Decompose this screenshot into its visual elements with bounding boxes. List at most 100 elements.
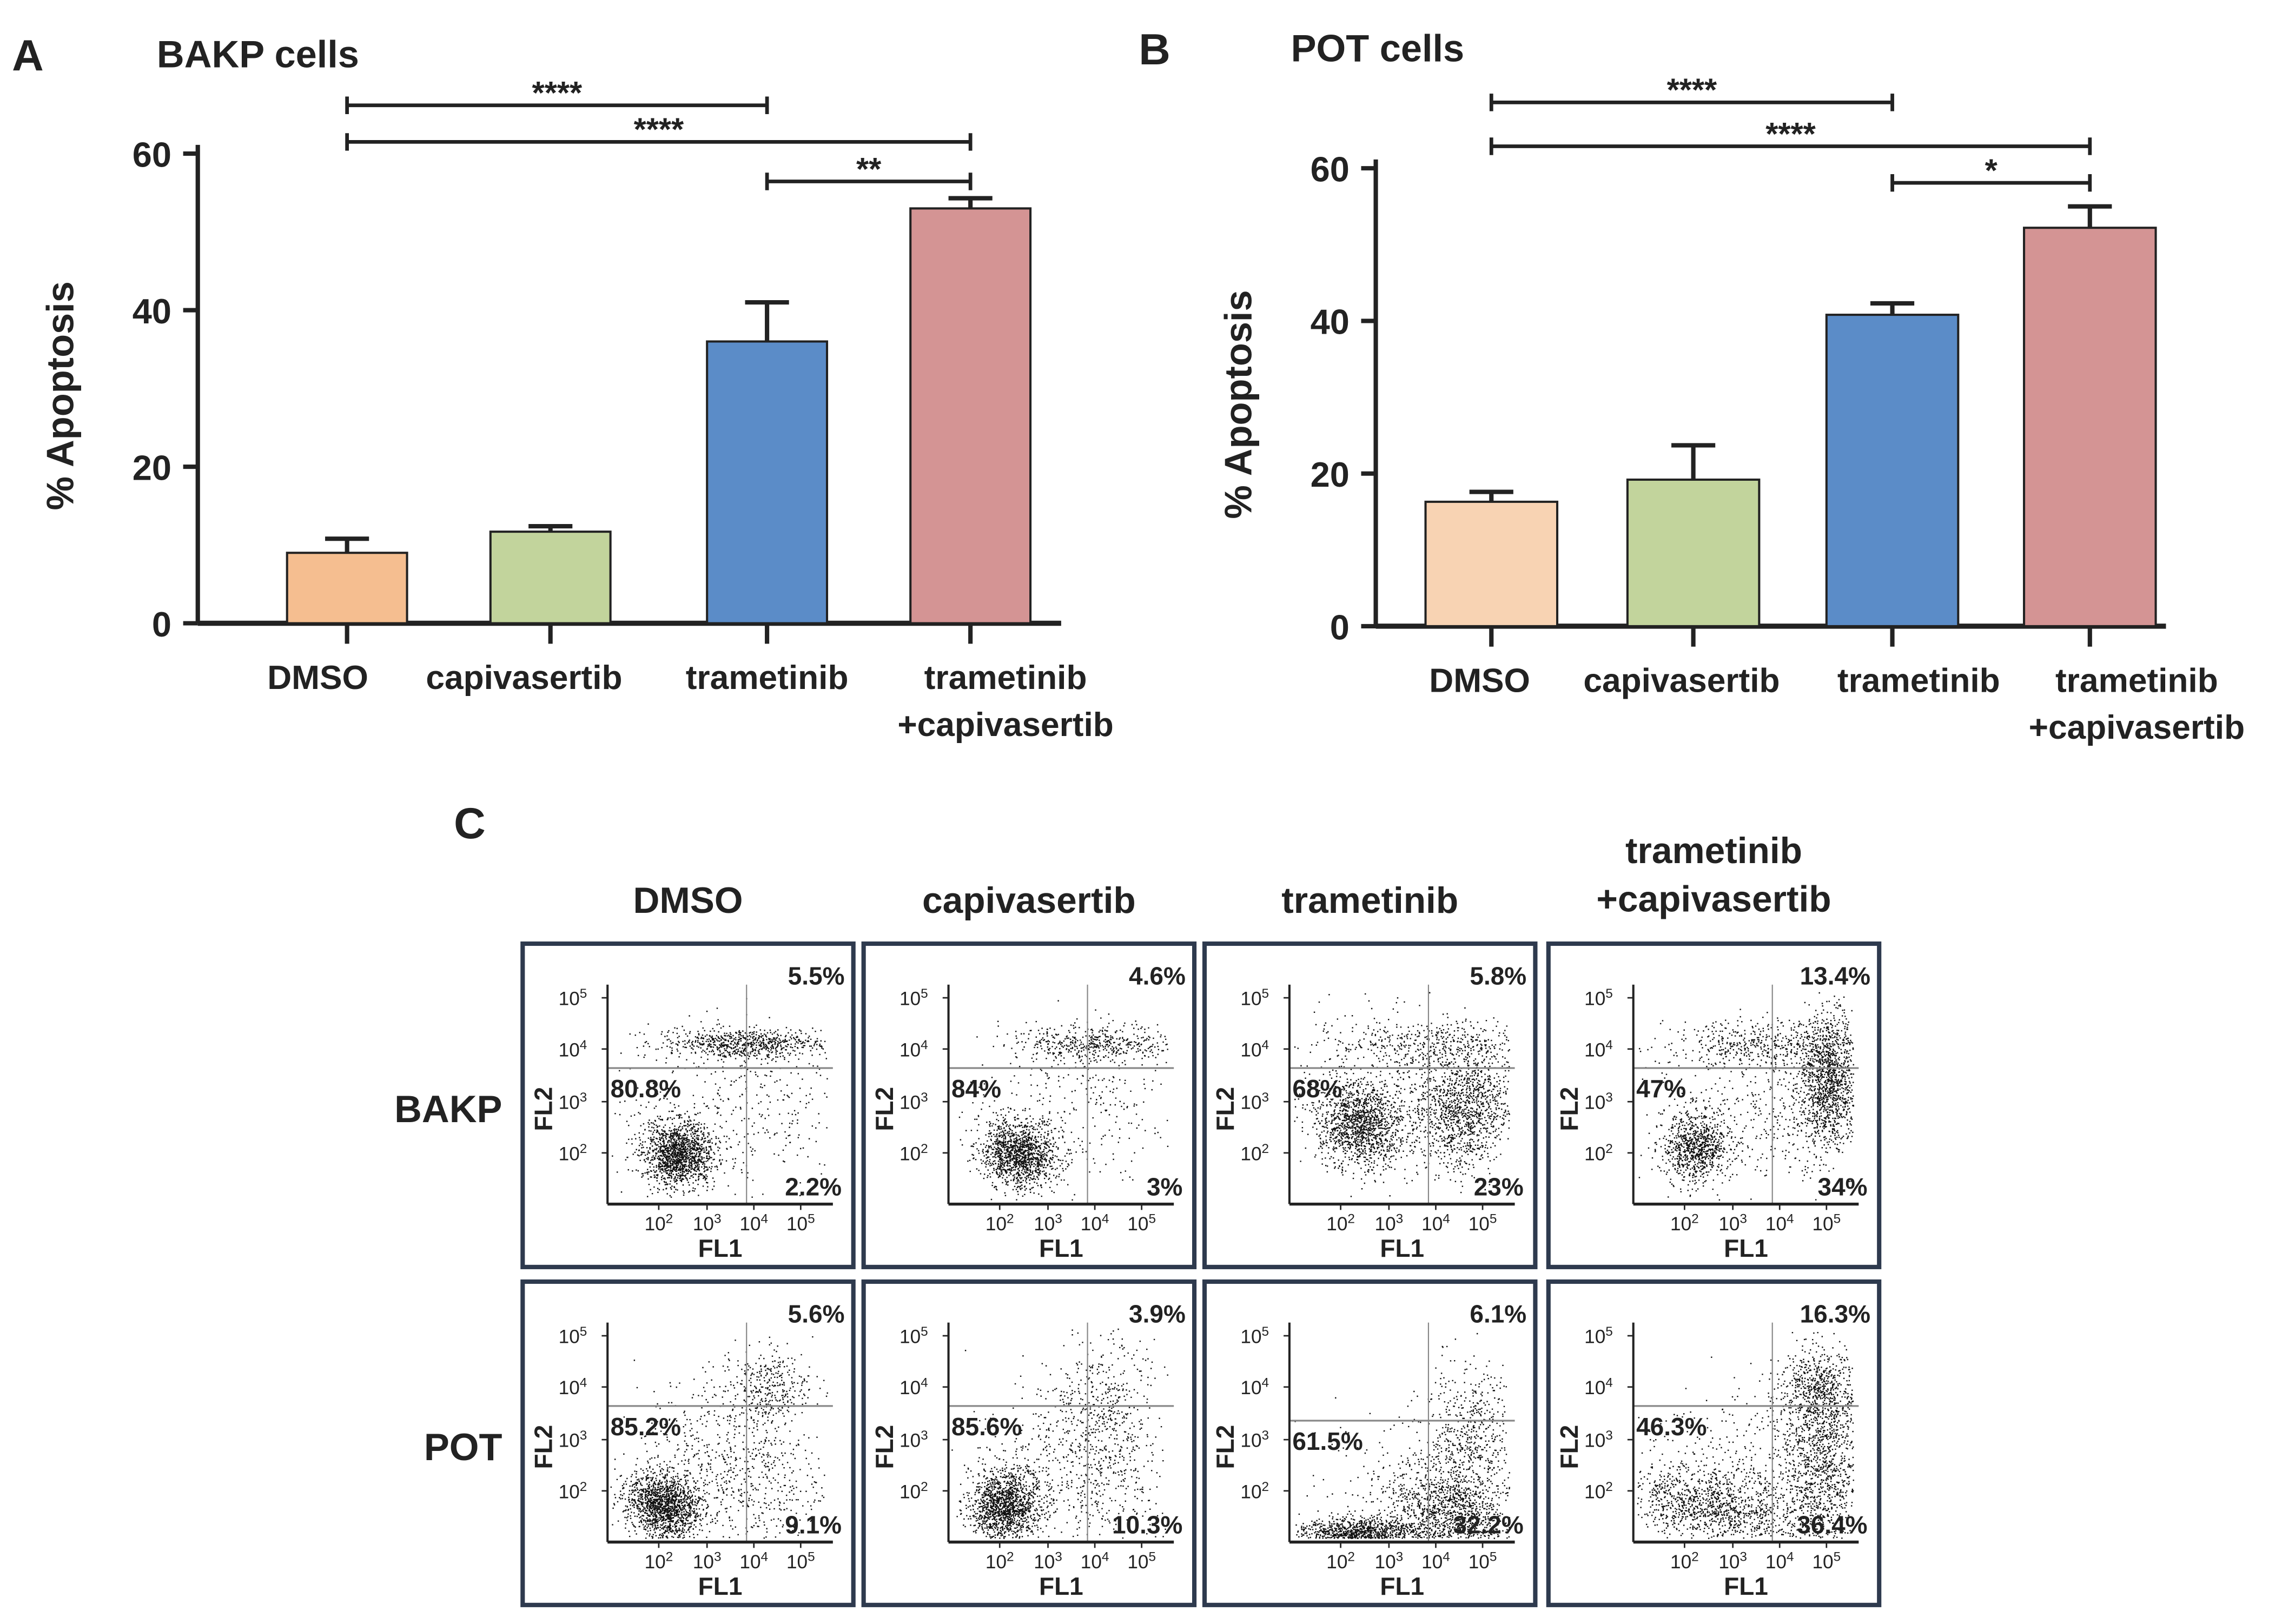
quadrant-lower-right: 36.4% [1797, 1510, 1867, 1539]
quadrant-lower-left: 85.6% [951, 1413, 1022, 1441]
scatter-points [951, 1328, 1168, 1539]
x-tick-label-line: trametinib [686, 659, 849, 697]
x-tick-label: 104 [739, 1212, 768, 1235]
y-tick-exponent: 5 [580, 1324, 587, 1339]
column-header: trametinib [1281, 880, 1458, 921]
y-tick-exponent: 5 [580, 986, 587, 1001]
y-tick-exponent: 4 [580, 1038, 587, 1052]
x-tick-label: 102 [986, 1550, 1014, 1573]
y-axis-label: FL2 [870, 1087, 898, 1131]
x-tick-label: DMSO [1429, 662, 1530, 700]
x-tick-exponent: 2 [1691, 1550, 1699, 1565]
bar-trametinib-capivasertib [909, 207, 1032, 625]
flow-panel-bakp-3: 102102103103104104105105FL1FL213.4%47%34… [1546, 941, 1882, 1269]
chart-title: POT cells [1291, 27, 1465, 70]
column-header-line: capivasertib [922, 880, 1136, 921]
scatter-points [610, 1336, 828, 1539]
y-tick-exponent: 4 [1605, 1376, 1613, 1390]
flow-panel-pot-3: 102102103103104104105105FL1FL216.3%46.3%… [1546, 1279, 1882, 1607]
quadrant-upper-right: 13.4% [1800, 962, 1870, 990]
y-tick-exponent: 5 [921, 1324, 928, 1339]
flow-panel-pot-1: 102102103103104104105105FL1FL23.9%85.6%1… [861, 1279, 1197, 1607]
significance-label: **** [532, 75, 583, 111]
y-tick-exponent: 3 [1605, 1090, 1613, 1105]
x-tick-label: capivasertib [426, 659, 622, 697]
quadrant-upper-right: 5.6% [788, 1300, 845, 1328]
panel-letter: B [1139, 25, 1170, 74]
panel-frame [861, 1279, 1197, 1607]
column-header-line: +capivasertib [1596, 879, 1831, 919]
significance-label: ** [856, 151, 882, 187]
bar-trametinib [706, 340, 829, 625]
y-tick-exponent: 4 [921, 1376, 928, 1390]
panel-frame [1546, 1279, 1882, 1607]
y-tick-exponent: 3 [921, 1428, 928, 1443]
x-tick-label-line: trametinib [1837, 662, 2000, 700]
y-tick-exponent: 4 [1605, 1038, 1613, 1052]
y-tick-exponent: 2 [1262, 1480, 1269, 1494]
panel-frame [1202, 941, 1538, 1269]
x-tick-label-line: capivasertib [1583, 662, 1780, 700]
y-tick-exponent: 3 [1605, 1428, 1613, 1443]
y-axis-label: FL2 [1211, 1087, 1239, 1131]
quadrant-upper-right: 5.8% [1470, 962, 1526, 990]
x-tick-exponent: 3 [1055, 1212, 1062, 1227]
quadrant-lower-left: 84% [951, 1075, 1001, 1103]
x-tick-label: 103 [1718, 1212, 1747, 1235]
y-tick-exponent: 3 [580, 1090, 587, 1105]
x-tick-label: 103 [1034, 1212, 1062, 1235]
scatter-points [1637, 1332, 1854, 1539]
quadrant-lower-left: 68% [1292, 1075, 1342, 1103]
quadrant-upper-right: 6.1% [1470, 1300, 1526, 1328]
scatter-points [958, 1000, 1169, 1201]
x-tick-exponent: 5 [1148, 1212, 1156, 1227]
quadrant-lower-right: 23% [1474, 1172, 1524, 1201]
x-tick-label-line: capivasertib [426, 659, 622, 697]
row-label: POT [424, 1426, 502, 1468]
x-tick-label: trametinib [686, 659, 849, 697]
x-tick-exponent: 4 [761, 1212, 769, 1227]
x-tick-label-line: DMSO [267, 659, 368, 697]
bar-DMSO [286, 552, 408, 625]
x-tick-exponent: 2 [1347, 1550, 1355, 1565]
y-tick-exponent: 3 [921, 1090, 928, 1105]
panel-frame [1546, 941, 1882, 1269]
y-axis-label: FL2 [1555, 1087, 1583, 1131]
panel-letter: A [12, 31, 44, 80]
x-tick-label: 102 [1670, 1550, 1699, 1573]
bar-chart-bakp: A BAKP cells % Apoptosis 0 20 40 60 DMSO capivas… [12, 31, 1114, 744]
x-axis-label: FL1 [1724, 1572, 1768, 1600]
x-tick-exponent: 2 [666, 1550, 673, 1565]
x-axis-label: FL1 [1380, 1234, 1424, 1262]
column-header: trametinib +capivasertib [1596, 831, 1831, 919]
bar-trametinib [1825, 314, 1960, 627]
bar-DMSO [1424, 500, 1559, 627]
x-tick-label: DMSO [267, 659, 368, 697]
significance-label: **** [1765, 116, 1816, 152]
x-tick-exponent: 3 [1740, 1212, 1747, 1227]
y-tick-label: 20 [133, 448, 171, 487]
x-tick-label: 102 [986, 1212, 1014, 1235]
x-tick-exponent: 4 [1102, 1212, 1109, 1227]
x-axis-label: FL1 [1380, 1572, 1424, 1600]
bar-capivasertib [489, 531, 612, 625]
quadrant-lower-right: 10.3% [1112, 1510, 1182, 1539]
scatter-points [612, 998, 828, 1198]
flow-panel-pot-2: 102102103103104104105105FL1FL26.1%61.5%3… [1202, 1279, 1538, 1607]
x-tick-label: trametinib +capivasertib [897, 659, 1113, 744]
y-tick-exponent: 2 [1262, 1142, 1269, 1156]
x-tick-label-line: +capivasertib [897, 706, 1113, 744]
y-tick-exponent: 4 [1262, 1038, 1269, 1052]
x-axis-label: FL1 [1039, 1234, 1083, 1262]
y-axis-label: FL2 [529, 1425, 557, 1469]
y-tick-label: 60 [133, 135, 171, 174]
y-tick-exponent: 2 [580, 1480, 587, 1494]
y-tick-label: 40 [133, 291, 171, 331]
y-tick-label: 104 [1240, 1038, 1269, 1061]
x-tick-exponent: 3 [714, 1550, 722, 1565]
column-header: capivasertib [922, 880, 1136, 921]
y-tick-exponent: 4 [921, 1038, 928, 1052]
scatter-points [1638, 992, 1854, 1201]
y-tick-label: 103 [1584, 1090, 1613, 1113]
